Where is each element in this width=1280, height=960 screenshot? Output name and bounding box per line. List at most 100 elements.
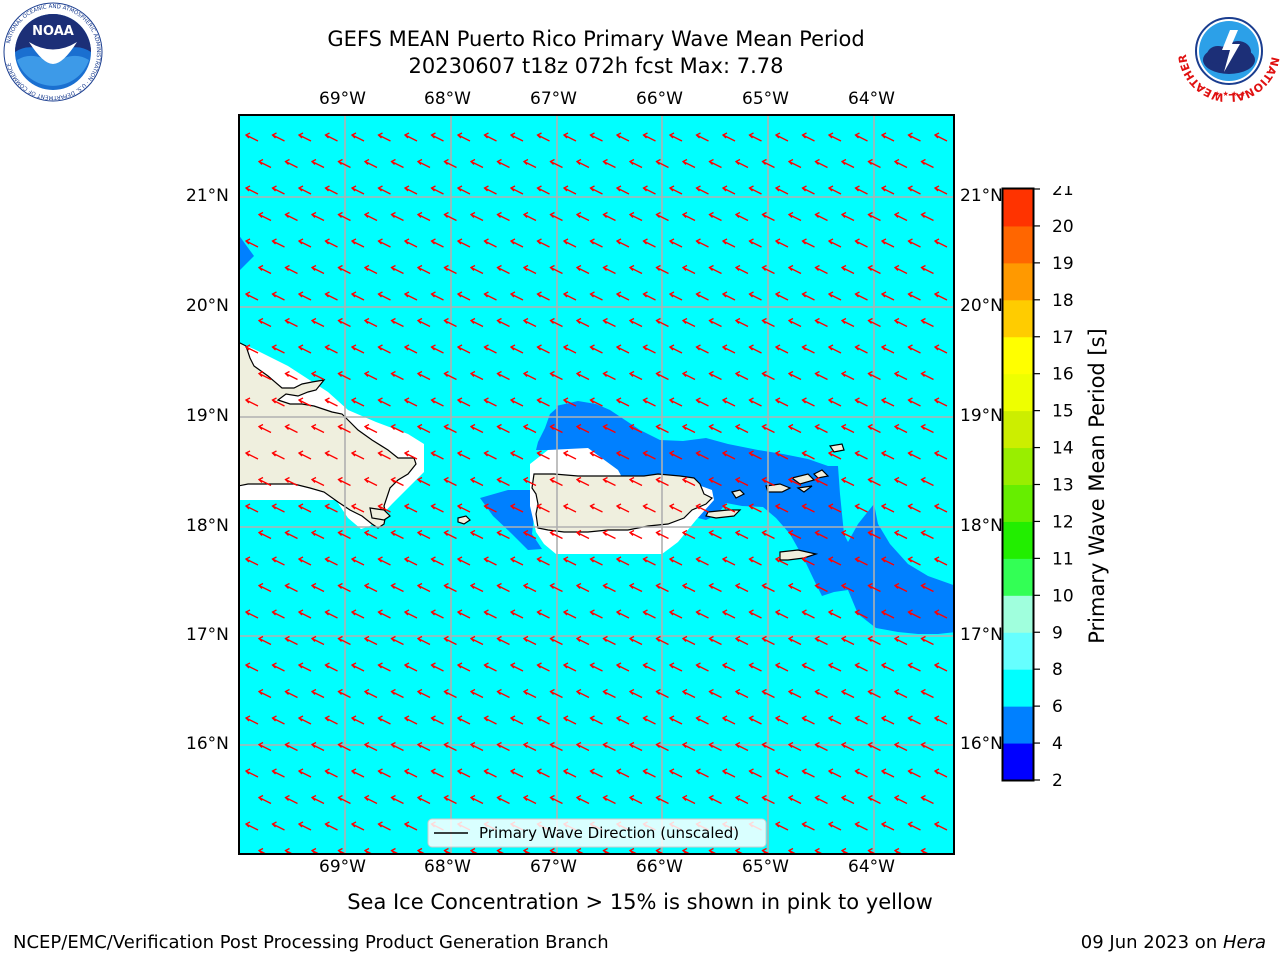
wave-arrow-head	[575, 423, 582, 430]
wave-arrow-head	[416, 688, 423, 695]
lat-label-right: 18°N	[960, 516, 1003, 536]
wave-arrow	[272, 770, 285, 778]
wave-arrow	[510, 293, 524, 301]
wave-arrow	[550, 743, 563, 752]
legend-label: Primary Wave Direction (unscaled)	[479, 824, 739, 842]
wave-arrow-head	[628, 794, 635, 801]
wave-arrow	[735, 796, 749, 805]
wave-arrow-head	[271, 450, 277, 457]
wave-arrow	[258, 160, 272, 169]
wave-arrow	[788, 531, 802, 540]
wave-arrow	[788, 160, 802, 169]
wave-arrow-head	[562, 715, 569, 722]
wave-arrow-head	[734, 211, 741, 218]
wave-arrow	[497, 531, 510, 540]
wave-arrow-head	[668, 715, 675, 722]
wave-arrow-head	[350, 291, 357, 298]
wave-arrow	[311, 531, 325, 540]
wave-arrow-head	[628, 688, 635, 695]
wave-arrow-head	[880, 238, 887, 245]
wave-arrow	[696, 293, 709, 301]
wave-arrow-head	[244, 238, 251, 245]
wave-arrow-head	[655, 529, 661, 536]
wave-arrow-head	[363, 529, 370, 536]
wave-arrow-head	[655, 794, 661, 801]
colorbar-block	[1003, 225, 1033, 264]
wave-arrow-head	[456, 450, 463, 457]
wave-arrow-head	[337, 211, 343, 218]
wave-arrow-head	[324, 185, 330, 192]
wave-arrow	[643, 611, 656, 619]
wave-arrow-head	[257, 158, 264, 165]
wave-arrow-head	[933, 556, 940, 563]
wave-arrow-head	[363, 264, 370, 271]
wave-arrow	[788, 743, 802, 752]
colorbar-tick-label: 8	[1052, 660, 1063, 680]
wave-arrow-head	[257, 794, 264, 801]
wave-arrow	[868, 160, 881, 169]
wave-arrow	[272, 823, 285, 831]
wave-arrow	[868, 425, 881, 434]
colorbar-block	[1003, 189, 1033, 227]
wave-direction-arrows	[244, 132, 948, 854]
wave-arrow	[855, 187, 868, 195]
wave-arrow	[470, 690, 484, 699]
wave-arrow	[908, 399, 921, 407]
wave-arrow-head	[244, 450, 251, 457]
wave-arrow	[669, 293, 683, 301]
wave-arrow	[523, 796, 537, 805]
wave-arrow-head	[416, 423, 423, 430]
wave-arrow-head	[615, 503, 622, 510]
wave-arrow-head	[814, 794, 820, 801]
wave-arrow	[762, 425, 775, 434]
wave-arrow-head	[483, 450, 489, 457]
wave-arrow	[351, 664, 365, 672]
wave-arrow	[351, 611, 365, 619]
wave-arrow-head	[933, 821, 940, 828]
wave-arrow-head	[363, 317, 370, 324]
wave-arrow-head	[575, 158, 582, 165]
wave-arrow-head	[801, 821, 807, 828]
wave-arrow	[643, 558, 656, 566]
wave-arrow-head	[602, 158, 608, 165]
wave-arrow-head	[668, 609, 675, 616]
wave-arrow	[364, 531, 378, 540]
wave-arrow	[894, 213, 908, 222]
wave-arrow	[934, 399, 948, 407]
wave-arrow-head	[748, 662, 754, 669]
wave-arrow-head	[589, 503, 595, 510]
wave-arrow	[828, 664, 842, 672]
wave-arrow-head	[761, 370, 767, 377]
wave-arrow	[669, 558, 683, 566]
wave-arrow-head	[390, 794, 396, 801]
wave-arrow	[735, 372, 749, 381]
wave-arrow-head	[244, 556, 251, 563]
wave-arrow	[802, 505, 815, 513]
wave-arrow	[656, 213, 669, 222]
wave-arrow	[563, 293, 577, 301]
wave-arrow	[431, 717, 444, 725]
wave-arrow-head	[456, 238, 463, 245]
wave-arrow	[378, 399, 391, 407]
wave-arrow-head	[284, 370, 290, 377]
wave-arrow	[417, 266, 431, 275]
wave-arrow	[563, 664, 577, 672]
wave-arrow-head	[628, 264, 635, 271]
wave-arrow-head	[893, 529, 900, 536]
wave-arrow	[417, 584, 431, 593]
wave-arrow-head	[933, 768, 940, 775]
wave-arrow	[351, 505, 365, 513]
wave-arrow-head	[655, 635, 661, 642]
colorbar-block	[1003, 299, 1033, 338]
wave-arrow	[815, 425, 828, 434]
wave-arrow-head	[615, 715, 622, 722]
wave-arrow	[404, 452, 418, 460]
wave-arrow-head	[284, 317, 290, 324]
wave-arrow	[868, 796, 881, 805]
wave-arrow-head	[390, 317, 396, 324]
wave-arrow	[616, 399, 630, 407]
sea-ice-note: Sea Ice Concentration > 15% is shown in …	[347, 890, 933, 914]
wave-arrow-head	[271, 821, 277, 828]
wave-arrow-head	[721, 238, 728, 245]
wave-arrow	[709, 690, 722, 699]
